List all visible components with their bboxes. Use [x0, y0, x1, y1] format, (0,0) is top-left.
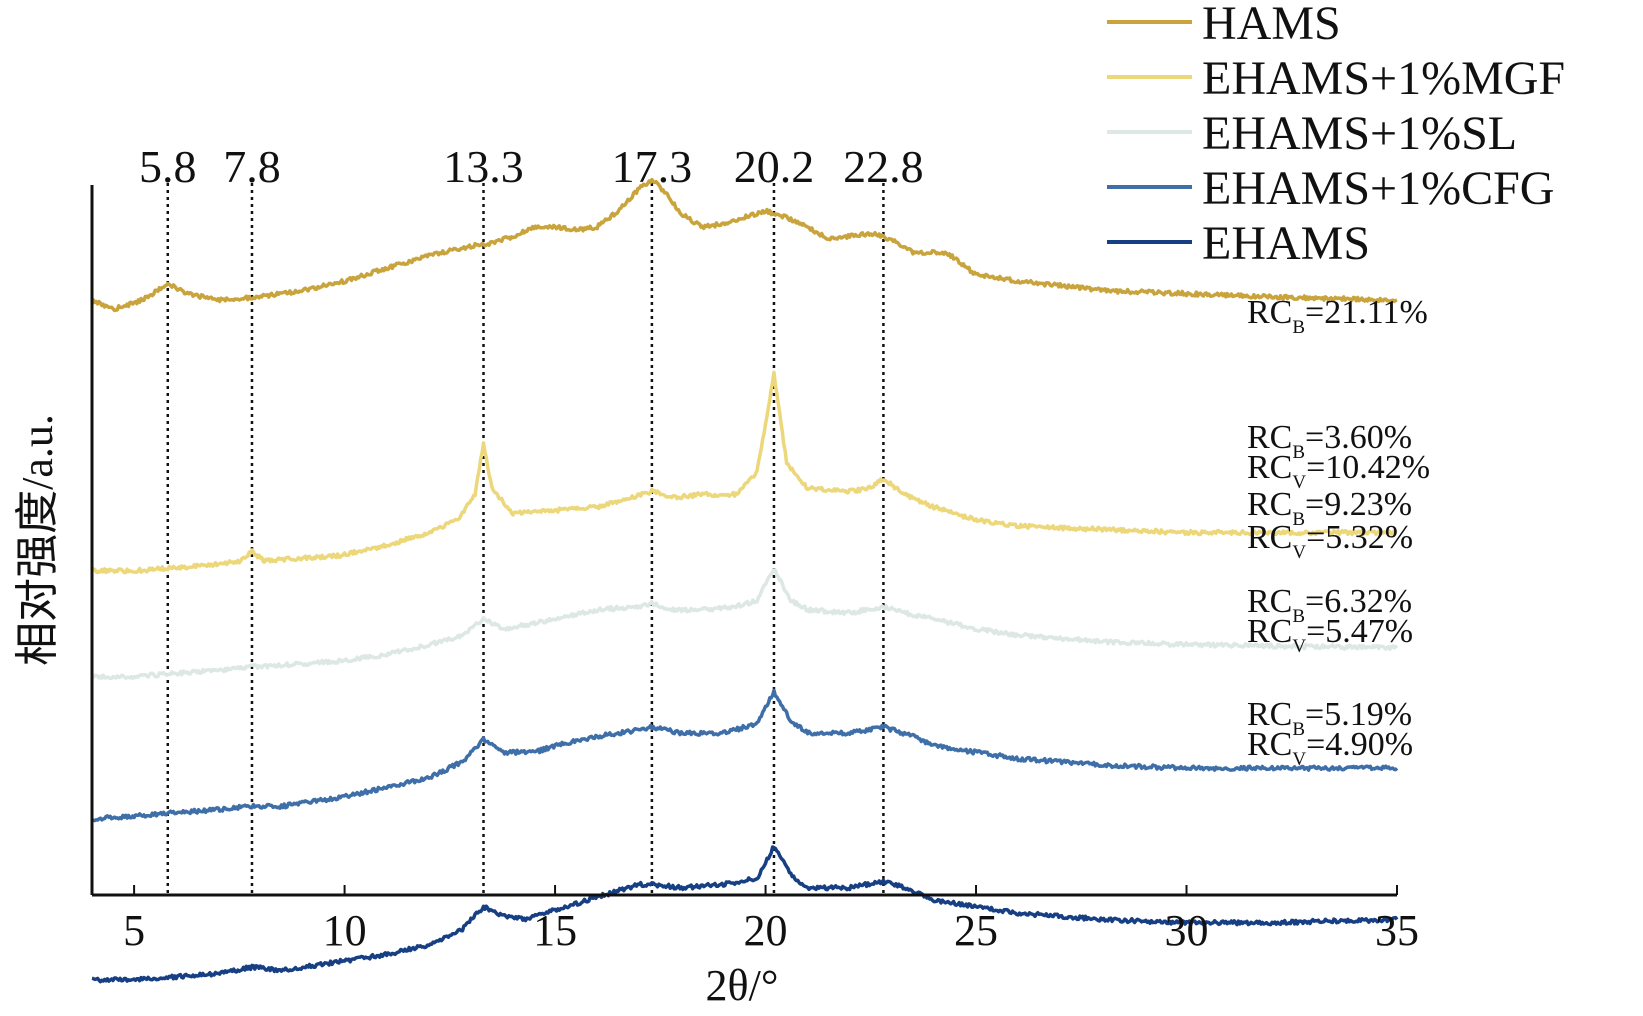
rc-label-4-1: RCV=4.90% [1247, 726, 1413, 770]
x-tick-label-1: 10 [323, 906, 367, 955]
peak-labels: 5.8 7.8 13.3 17.3 20.2 22.8 [139, 141, 924, 192]
series-line-1 [91, 370, 1398, 575]
legend-label-1: EHAMS+1%MGF [1202, 52, 1565, 105]
rc-label-1-1: RCV=10.42% [1247, 449, 1430, 493]
x-tick-label-5: 30 [1165, 906, 1209, 955]
peak-label-4: 20.2 [734, 141, 815, 192]
legend-label-0: HAMS [1202, 0, 1341, 50]
series-line-4 [91, 845, 1399, 984]
rc-label-0-0: RCB=21.11% [1247, 294, 1428, 338]
x-tick-label-0: 5 [123, 906, 145, 955]
x-tick-label-6: 35 [1375, 906, 1419, 955]
axes [90, 185, 1397, 897]
peak-label-3: 17.3 [612, 141, 693, 192]
crystallinity-annotations: RCB=21.11%RCB=3.60%RCV=10.42%RCB=9.23%RC… [1247, 294, 1430, 770]
x-tick-label-2: 15 [533, 906, 577, 955]
peak-label-1: 7.8 [223, 141, 281, 192]
x-ticks: 5 10 15 20 25 30 35 [123, 885, 1419, 955]
x-tick-label-4: 25 [954, 906, 998, 955]
legend-label-2: EHAMS+1%SL [1202, 107, 1517, 160]
peak-label-2: 13.3 [443, 141, 524, 192]
series-line-0 [91, 177, 1398, 313]
rc-label-3-1: RCV=5.47% [1247, 613, 1413, 657]
series-line-3 [91, 688, 1399, 823]
legend-label-3: EHAMS+1%CFG [1202, 162, 1554, 215]
y-axis-title: 相对强度/a.u. [13, 414, 62, 666]
x-tick-label-3: 20 [744, 906, 788, 955]
rc-label-2-0: RCB=9.23% [1247, 486, 1412, 530]
rc-label-3-0: RCB=6.32% [1247, 583, 1412, 627]
rc-label-2-1: RCV=5.32% [1247, 519, 1413, 563]
x-axis-title: 2θ/° [706, 961, 779, 1010]
series-layer [90, 177, 1399, 984]
rc-label-4-0: RCB=5.19% [1247, 696, 1412, 740]
peak-label-0: 5.8 [139, 141, 197, 192]
legend: HAMSEHAMS+1%MGFEHAMS+1%SLEHAMS+1%CFGEHAM… [1107, 0, 1565, 270]
rc-label-1-0: RCB=3.60% [1247, 419, 1412, 463]
legend-label-4: EHAMS [1202, 217, 1370, 270]
reference-peak-lines [166, 183, 885, 895]
series-line-2 [90, 568, 1399, 681]
peak-label-5: 22.8 [843, 141, 924, 192]
